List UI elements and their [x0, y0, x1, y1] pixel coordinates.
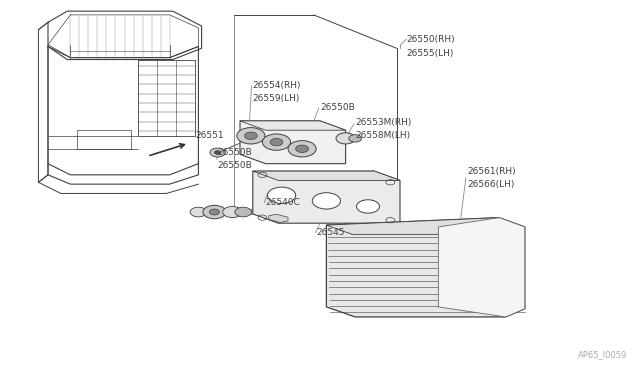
- Polygon shape: [253, 171, 400, 223]
- Circle shape: [288, 141, 316, 157]
- Text: 26555(LH): 26555(LH): [406, 49, 454, 58]
- Text: AP65_I0059: AP65_I0059: [578, 350, 627, 359]
- Text: 26561(RH): 26561(RH): [467, 167, 516, 176]
- Circle shape: [235, 207, 252, 217]
- Circle shape: [262, 134, 291, 150]
- Polygon shape: [269, 214, 288, 222]
- Polygon shape: [326, 218, 525, 317]
- Circle shape: [270, 138, 283, 146]
- Circle shape: [190, 207, 207, 217]
- Circle shape: [356, 200, 380, 213]
- Text: 26553M(RH): 26553M(RH): [355, 118, 412, 127]
- Text: 26550B: 26550B: [218, 148, 252, 157]
- Bar: [77, 130, 131, 149]
- Circle shape: [203, 205, 226, 219]
- Polygon shape: [326, 218, 502, 234]
- Circle shape: [223, 206, 242, 218]
- Bar: [445, 249, 509, 272]
- Polygon shape: [240, 121, 346, 164]
- Circle shape: [210, 148, 225, 157]
- Polygon shape: [240, 121, 346, 130]
- Text: 26551: 26551: [195, 131, 224, 140]
- Circle shape: [296, 145, 308, 153]
- Text: 26566(LH): 26566(LH): [467, 180, 515, 189]
- Circle shape: [349, 135, 362, 142]
- Polygon shape: [438, 218, 525, 317]
- Circle shape: [244, 132, 257, 140]
- Text: 26559(LH): 26559(LH): [253, 94, 300, 103]
- Circle shape: [336, 133, 355, 144]
- Text: 26545: 26545: [317, 228, 346, 237]
- Text: 26554(RH): 26554(RH): [253, 81, 301, 90]
- Text: 26550(RH): 26550(RH): [406, 35, 455, 44]
- Circle shape: [209, 209, 220, 215]
- Text: 26540C: 26540C: [266, 198, 300, 207]
- Circle shape: [312, 193, 340, 209]
- Text: 26550B: 26550B: [218, 161, 252, 170]
- Circle shape: [268, 187, 296, 203]
- Text: 26558M(LH): 26558M(LH): [355, 131, 410, 140]
- Circle shape: [214, 151, 221, 154]
- Circle shape: [237, 128, 265, 144]
- Text: 26550B: 26550B: [320, 103, 355, 112]
- Polygon shape: [253, 171, 400, 180]
